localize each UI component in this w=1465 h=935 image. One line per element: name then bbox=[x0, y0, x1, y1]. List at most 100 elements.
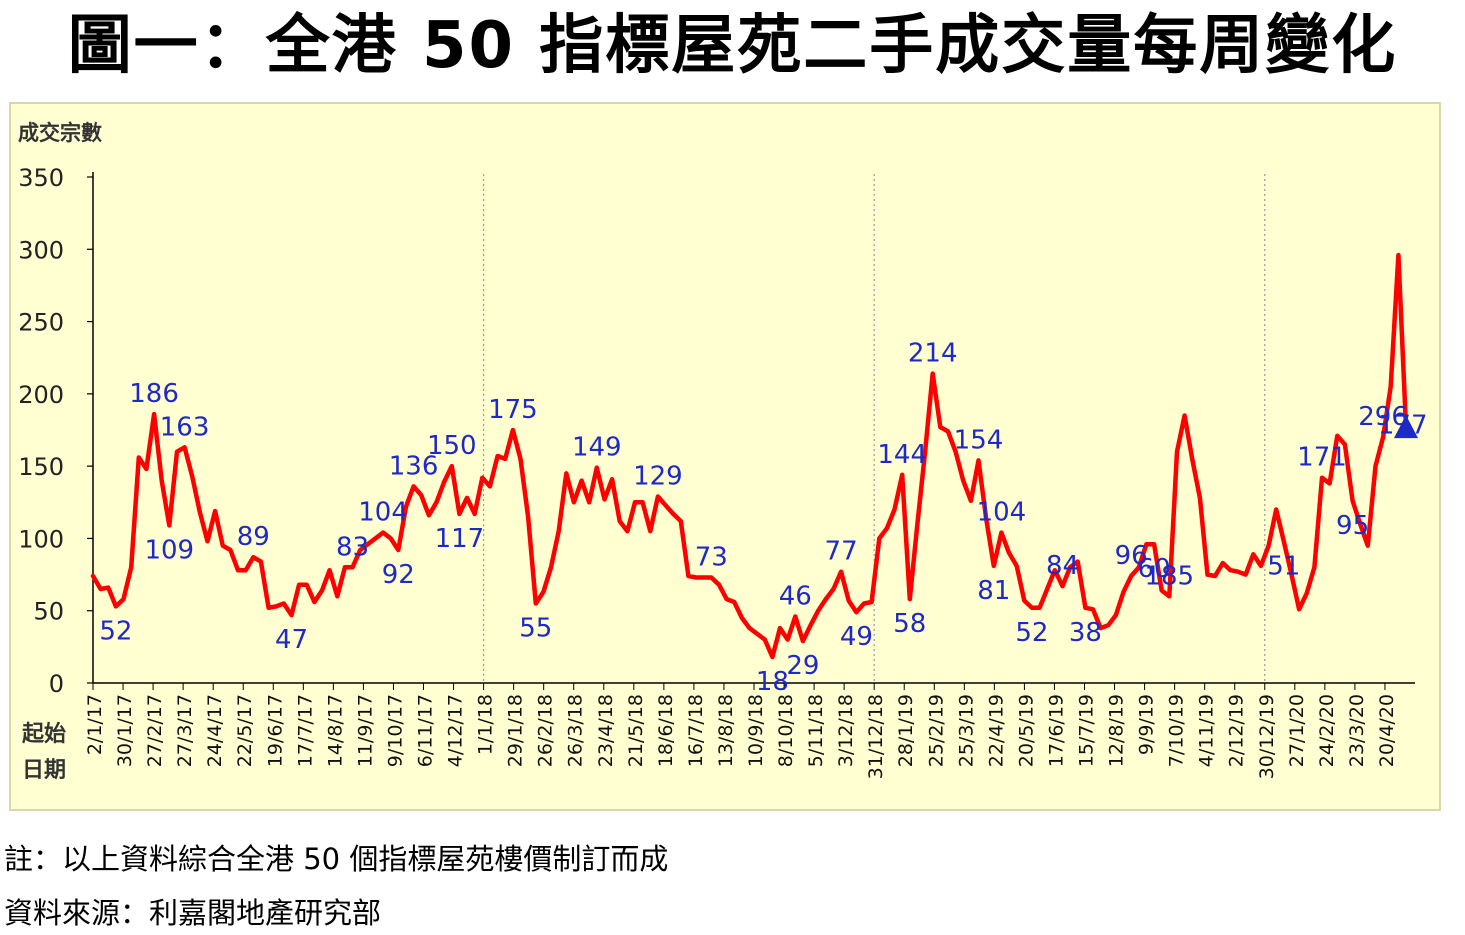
data-label: 38 bbox=[1069, 618, 1102, 648]
data-label: 73 bbox=[695, 543, 728, 573]
data-label: 171 bbox=[1297, 443, 1347, 473]
x-tick-label: 5/11/18 bbox=[805, 694, 827, 767]
x-tick-label: 12/8/19 bbox=[1106, 694, 1128, 767]
x-axis-title-line2: 日期 bbox=[22, 758, 66, 783]
data-label: 58 bbox=[893, 609, 926, 639]
data-label: 136 bbox=[389, 451, 439, 481]
source-note: 資料來源：利嘉閣地產研究部 bbox=[4, 896, 382, 930]
x-tick-label: 14/8/17 bbox=[324, 694, 346, 767]
x-axis-title-line1: 起始 bbox=[21, 721, 66, 747]
x-tick-label: 10/9/18 bbox=[745, 694, 767, 767]
data-label: 29 bbox=[786, 651, 819, 681]
data-label: 185 bbox=[1144, 561, 1194, 591]
x-tick-label: 9/9/19 bbox=[1136, 694, 1158, 755]
y-tick-label: 250 bbox=[18, 309, 64, 337]
x-tick-label: 4/11/19 bbox=[1196, 694, 1218, 767]
data-label: 149 bbox=[572, 433, 622, 463]
data-label: 81 bbox=[977, 576, 1010, 606]
x-tick-label: 30/12/19 bbox=[1256, 694, 1278, 779]
data-label: 77 bbox=[825, 537, 858, 567]
series-line bbox=[90, 252, 1409, 660]
x-tick-label: 20/4/20 bbox=[1376, 694, 1398, 767]
footnote: 註：以上資料綜合全港 50 個指標屋苑樓價制訂而成 bbox=[4, 842, 669, 876]
y-axis-title: 成交宗數 bbox=[18, 121, 102, 145]
data-label: 154 bbox=[954, 425, 1004, 455]
data-label: 96 bbox=[1115, 541, 1148, 571]
x-tick-label: 2/12/19 bbox=[1226, 694, 1248, 767]
x-tick-label: 20/5/19 bbox=[1015, 694, 1037, 767]
x-tick-label: 26/3/18 bbox=[565, 694, 587, 767]
x-tick-label: 15/7/19 bbox=[1076, 694, 1098, 767]
data-label: 144 bbox=[877, 440, 927, 470]
x-tick-label: 16/7/18 bbox=[685, 694, 707, 767]
y-tick-label: 150 bbox=[18, 453, 64, 481]
line-chart: 成交宗數 0 50 100 150 200 250 300 350 2/1/17 30/1/17 2… bbox=[9, 102, 1441, 811]
x-tick-label: 24/2/20 bbox=[1316, 694, 1338, 767]
y-tick-label: 200 bbox=[18, 381, 64, 409]
x-tick-label: 18/6/18 bbox=[655, 694, 677, 767]
data-label: 214 bbox=[908, 339, 958, 369]
data-label: 83 bbox=[336, 532, 369, 562]
data-label: 51 bbox=[1267, 551, 1300, 581]
data-label: 175 bbox=[488, 395, 538, 425]
x-tick-label: 25/2/19 bbox=[925, 694, 947, 767]
x-tick-label: 30/1/17 bbox=[114, 694, 136, 767]
data-label: 117 bbox=[435, 524, 485, 554]
data-label: 104 bbox=[977, 498, 1027, 528]
x-tick-label: 27/3/17 bbox=[174, 694, 196, 767]
x-tick-label: 9/10/17 bbox=[384, 694, 406, 767]
data-label: 92 bbox=[382, 560, 415, 590]
chart-title: 圖一：全港 50 指標屋苑二手成交量每周變化 bbox=[67, 9, 1398, 83]
data-label: 89 bbox=[237, 522, 270, 552]
data-label: 52 bbox=[1015, 618, 1048, 648]
data-label: 60 bbox=[1138, 554, 1171, 584]
x-tick-label: 26/2/18 bbox=[535, 694, 557, 767]
data-label: 296 bbox=[1358, 402, 1408, 432]
x-tick-label: 22/5/17 bbox=[234, 694, 256, 767]
x-tick-label: 27/2/17 bbox=[144, 694, 166, 767]
x-tick-label: 3/12/18 bbox=[835, 694, 857, 767]
x-tick-label: 8/10/18 bbox=[775, 694, 797, 767]
x-tick-label: 4/12/17 bbox=[445, 694, 467, 767]
data-label: 95 bbox=[1336, 511, 1369, 541]
data-label: 52 bbox=[99, 616, 132, 646]
x-tick-label: 23/3/20 bbox=[1346, 694, 1368, 767]
data-label: 55 bbox=[519, 614, 552, 644]
x-tick-label: 24/4/17 bbox=[204, 694, 226, 767]
y-tick-label: 350 bbox=[18, 164, 64, 192]
x-tick-label: 21/5/18 bbox=[625, 694, 647, 767]
x-tick-label: 29/1/18 bbox=[505, 694, 527, 767]
y-tick-label: 100 bbox=[18, 525, 64, 553]
data-label: 84 bbox=[1046, 551, 1079, 581]
data-label: 104 bbox=[358, 498, 408, 528]
x-tick-label: 17/6/19 bbox=[1045, 694, 1067, 767]
y-tick-label: 50 bbox=[33, 598, 64, 626]
x-tick-label: 25/3/19 bbox=[955, 694, 977, 767]
chart-frame bbox=[9, 102, 1441, 811]
y-tick-label: 300 bbox=[18, 236, 64, 264]
x-tick-label: 6/11/17 bbox=[415, 694, 437, 767]
x-tick-label: 28/1/19 bbox=[895, 694, 917, 767]
x-tick-label: 22/4/19 bbox=[985, 694, 1007, 767]
x-tick-label: 2/1/17 bbox=[84, 694, 106, 755]
x-tick-label: 23/4/18 bbox=[595, 694, 617, 767]
x-tick-label: 17/7/17 bbox=[294, 694, 316, 767]
data-label: 47 bbox=[275, 625, 308, 655]
data-label: 129 bbox=[633, 462, 683, 492]
data-label: 186 bbox=[129, 379, 179, 409]
x-tick-label: 1/1/18 bbox=[475, 694, 497, 755]
x-tick-label: 19/6/17 bbox=[264, 694, 286, 767]
x-tick-label: 13/8/18 bbox=[715, 694, 737, 767]
end-marker-triangle bbox=[1393, 415, 1418, 439]
axis-layer: 0 50 100 150 200 250 300 350 2/1/17 30/1/17 27/2/1… bbox=[18, 164, 1415, 779]
data-label: 163 bbox=[160, 412, 210, 442]
data-label: 49 bbox=[840, 622, 873, 652]
y-tick-label: 0 bbox=[49, 670, 64, 698]
x-tick-label: 7/10/19 bbox=[1166, 694, 1188, 767]
x-tick-label: 27/1/20 bbox=[1286, 694, 1308, 767]
data-label: 18 bbox=[756, 667, 789, 697]
data-label: 150 bbox=[427, 431, 477, 461]
x-tick-label: 11/9/17 bbox=[354, 694, 376, 767]
data-label: 177 bbox=[1378, 411, 1428, 441]
